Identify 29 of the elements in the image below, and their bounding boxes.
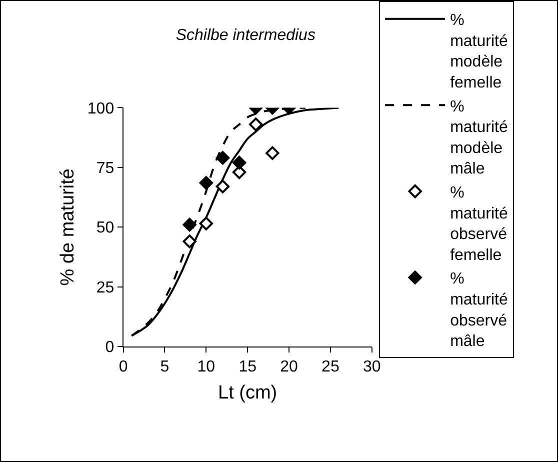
x-tick-label: 20	[280, 358, 298, 376]
y-tick-label: 75	[96, 160, 114, 178]
y-axis-title: % de maturité	[57, 168, 78, 286]
point	[249, 118, 263, 132]
x-tick-label: 25	[322, 358, 340, 376]
legend-label: % maturité modèle mâle	[450, 98, 508, 178]
point	[216, 151, 230, 165]
point	[199, 216, 214, 230]
x-tick-label: 0	[118, 358, 128, 376]
point	[182, 218, 196, 232]
x-tick-label: 30	[362, 358, 381, 376]
legend-label: % maturité observé mâle	[450, 270, 508, 350]
x-tick-label: 10	[197, 358, 216, 376]
x-tick-label: 5	[160, 358, 170, 376]
x-tick-label: 15	[238, 358, 257, 376]
y-tick-label: 0	[105, 339, 114, 356]
point	[199, 176, 214, 190]
point	[232, 165, 246, 180]
point	[266, 146, 280, 160]
y-tick-label: 25	[96, 279, 114, 296]
x-axis-title: Lt (cm)	[218, 382, 278, 404]
point	[216, 180, 230, 194]
point	[182, 234, 196, 248]
legend-label: % maturité observé femelle	[450, 184, 508, 264]
y-tick-label: 50	[96, 220, 114, 237]
chart-title: Schilbe intermedius	[176, 26, 316, 44]
legend-label: % maturité modèle femelle	[450, 12, 508, 92]
y-tick-label: 100	[87, 100, 114, 118]
point	[232, 156, 246, 170]
